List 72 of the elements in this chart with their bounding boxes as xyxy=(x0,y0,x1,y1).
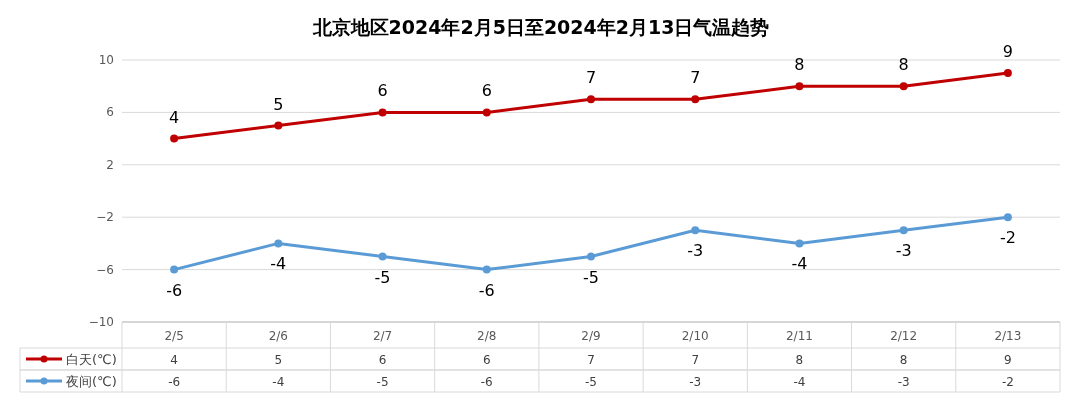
annotation: -2 xyxy=(999,228,1016,248)
y-tick-label: −6 xyxy=(96,262,114,277)
x-tick-label: 2/8 xyxy=(477,329,497,343)
point xyxy=(691,226,700,235)
annotation: -3 xyxy=(687,241,704,261)
point xyxy=(482,265,491,274)
legend-label: 夜间(℃) xyxy=(66,374,117,389)
point xyxy=(1003,213,1012,222)
data-label: 6 xyxy=(482,353,491,367)
data-label: -5 xyxy=(585,375,597,389)
annotation: 8 xyxy=(794,55,805,75)
data-label: 7 xyxy=(691,353,700,367)
point xyxy=(587,95,595,104)
data-label: 8 xyxy=(795,353,804,367)
x-tick-label: 2/9 xyxy=(581,329,601,343)
x-tick-label: 2/13 xyxy=(994,329,1022,343)
annotation: -5 xyxy=(583,267,599,287)
point xyxy=(691,95,700,104)
data-label: -5 xyxy=(376,375,389,389)
annotation: 6 xyxy=(377,81,388,101)
data-label: 4 xyxy=(170,353,178,367)
point xyxy=(170,134,179,143)
point xyxy=(795,82,804,91)
annotation: -4 xyxy=(270,254,287,274)
point xyxy=(795,239,804,248)
point xyxy=(1003,69,1012,78)
annotation: -6 xyxy=(166,280,183,300)
point xyxy=(274,239,283,248)
annotation: -6 xyxy=(478,280,495,300)
point xyxy=(899,82,908,91)
annotation: -5 xyxy=(374,267,391,287)
data-label: -4 xyxy=(793,375,806,389)
data-label: -3 xyxy=(689,375,702,389)
y-tick-label: 10 xyxy=(98,53,114,67)
point xyxy=(587,252,595,261)
data-label: 9 xyxy=(1004,353,1012,367)
data-label: 8 xyxy=(899,353,908,367)
point xyxy=(274,121,283,130)
x-tick-label: 2/11 xyxy=(785,329,813,343)
point xyxy=(378,252,387,261)
x-tick-label: 2/10 xyxy=(681,329,709,343)
chart-title: 北京地区2024年2月5日至2024年2月13日气温趋势 xyxy=(311,16,770,38)
x-tick-label: 2/7 xyxy=(372,329,393,343)
point xyxy=(170,265,179,274)
point xyxy=(378,108,387,117)
data-label: -4 xyxy=(272,375,285,389)
data-label: -2 xyxy=(1001,375,1014,389)
point xyxy=(482,108,491,117)
annotation: 4 xyxy=(169,107,180,127)
annotation: 9 xyxy=(1002,42,1013,62)
annotation: 6 xyxy=(481,81,492,101)
annotation: -3 xyxy=(895,241,912,261)
annotation: 7 xyxy=(690,68,701,88)
point xyxy=(899,226,908,235)
annotation: 8 xyxy=(898,55,909,75)
data-label: 6 xyxy=(378,353,387,367)
data-label: -3 xyxy=(897,375,910,389)
annotation: 5 xyxy=(273,94,284,114)
y-tick-label: −10 xyxy=(88,315,114,329)
y-tick-label: −2 xyxy=(96,210,114,225)
data-label: 7 xyxy=(587,353,595,367)
legend-label: 白天(℃) xyxy=(66,352,117,367)
x-tick-label: 2/12 xyxy=(890,329,918,343)
x-tick-label: 2/6 xyxy=(268,329,288,343)
annotation: 7 xyxy=(585,68,597,88)
y-tick-label: 2 xyxy=(106,157,114,172)
x-tick-label: 2/5 xyxy=(164,329,184,343)
annotation: -4 xyxy=(791,254,808,274)
data-label: -6 xyxy=(168,375,181,389)
y-tick-label: 6 xyxy=(106,105,114,120)
data-label: -6 xyxy=(480,375,493,389)
data-label: 5 xyxy=(274,353,283,367)
